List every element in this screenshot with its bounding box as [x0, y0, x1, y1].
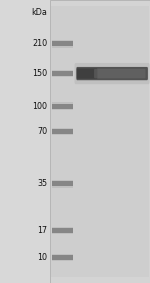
FancyBboxPatch shape — [77, 68, 97, 79]
Text: 17: 17 — [37, 226, 47, 235]
Bar — [52, 102, 73, 110]
Text: 150: 150 — [32, 69, 47, 78]
Text: 100: 100 — [32, 102, 47, 111]
Bar — [52, 228, 73, 233]
Text: 10: 10 — [37, 253, 47, 262]
Bar — [52, 129, 73, 134]
Bar — [52, 181, 73, 186]
Bar — [52, 128, 73, 135]
Bar — [52, 71, 73, 76]
Bar — [52, 227, 73, 234]
Bar — [52, 254, 73, 261]
Bar — [51, 6, 148, 277]
FancyBboxPatch shape — [75, 63, 150, 84]
FancyBboxPatch shape — [94, 69, 146, 78]
Bar — [52, 41, 73, 46]
Text: 210: 210 — [32, 39, 47, 48]
Bar — [52, 104, 73, 109]
Bar — [52, 70, 73, 77]
Bar — [52, 180, 73, 188]
Bar — [50, 0, 150, 283]
Bar — [50, 0, 150, 283]
Text: 70: 70 — [37, 127, 47, 136]
Text: kDa: kDa — [31, 8, 47, 17]
Text: 35: 35 — [37, 179, 47, 188]
Bar — [52, 40, 73, 48]
FancyBboxPatch shape — [76, 67, 148, 80]
Bar — [52, 255, 73, 260]
